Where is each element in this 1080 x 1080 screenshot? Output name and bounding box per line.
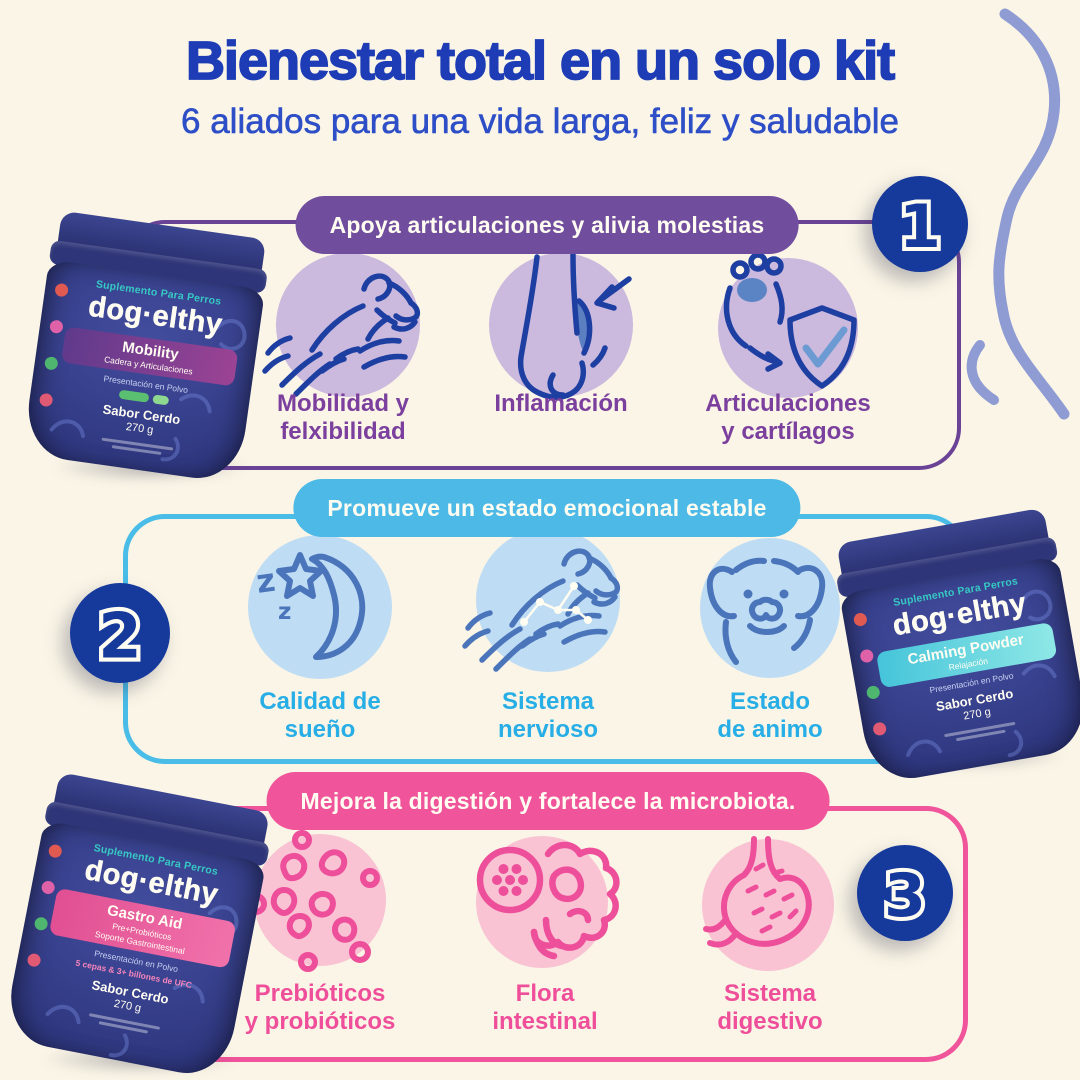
jar-body: Suplemento Para Perros dog·elthy Mobilit… xyxy=(21,259,266,484)
product-jar-gastro-aid: Suplemento Para Perros dog·elthy Gastro … xyxy=(2,771,276,1080)
section-3-number: 3 xyxy=(884,861,926,931)
label-line: felxibilidad xyxy=(280,418,406,446)
product-weight: 270 g xyxy=(125,420,155,437)
section-3-header-pill: Mejora la digestión y fortalece la micro… xyxy=(266,772,830,830)
jar-body: Suplemento Para Perros dog·elthy Gastro … xyxy=(2,820,267,1080)
item-label-mobility-flexibility: Mobilidad y felxibilidad xyxy=(223,390,463,446)
item-label-prebiotics-probiotics: Prebióticos y probióticos xyxy=(200,980,440,1036)
section-1-number-badge: 1 xyxy=(872,176,968,272)
section-2-header-text: Promueve un estado emocional estable xyxy=(327,494,767,521)
svg-text:z: z xyxy=(254,561,278,601)
label-line: intestinal xyxy=(492,1008,598,1036)
item-label-mood: Estado de animo xyxy=(650,688,890,744)
product-jar-mobility: Suplemento Para Perros dog·elthy Mobilit… xyxy=(21,210,272,484)
jumping-dog-icon xyxy=(260,253,430,397)
section-1-number: 1 xyxy=(899,192,941,262)
item-label-sleep-quality: Calidad de sueño xyxy=(200,688,440,744)
label-line: Mobilidad y xyxy=(277,390,409,417)
page-title: Bienestar total en un solo kit xyxy=(185,30,896,92)
label-line: Prebióticos xyxy=(254,980,386,1007)
section-1-header-text: Apoya articulaciones y alivia molestias xyxy=(329,211,765,238)
jar-doodle-icon xyxy=(906,589,1057,758)
microbes-icon xyxy=(245,830,386,972)
section-1-header-pill: Apoya articulaciones y alivia molestias xyxy=(295,196,799,254)
label-line: Articulaciones xyxy=(705,390,871,417)
label-line: de animo xyxy=(717,716,823,744)
paw-shield-check-icon xyxy=(718,252,858,398)
label-line: nervioso xyxy=(497,716,599,744)
dog-constellation-icon xyxy=(460,528,630,672)
item-label-intestinal-flora: Flora intestinal xyxy=(425,980,665,1036)
section-3-number-badge: 3 xyxy=(857,845,953,941)
item-label-joints-cartilage: Articulaciones y cartílagos xyxy=(668,390,908,446)
label-line: Calidad de xyxy=(259,688,381,715)
fine-print xyxy=(100,435,174,460)
item-label-nervous-system: Sistema nervioso xyxy=(428,688,668,744)
section-2-header-pill: Promueve un estado emocional estable xyxy=(293,479,801,537)
label-line: Inflamación xyxy=(494,390,628,417)
section-2-number: 2 xyxy=(98,600,141,673)
svg-text:z: z xyxy=(278,599,291,625)
certification-marks xyxy=(118,389,170,406)
inflamed-paw-icon xyxy=(489,252,633,400)
label-line: digestivo xyxy=(717,1008,823,1036)
section-2-number-badge: 2 xyxy=(70,583,170,683)
stomach-icon xyxy=(702,836,834,971)
item-label-digestive-system: Sistema digestivo xyxy=(650,980,890,1036)
label-line: Sistema xyxy=(501,688,595,715)
jar-body: Suplemento Para Perros dog·elthy Calming… xyxy=(839,555,1080,786)
fine-print xyxy=(944,719,1018,746)
fine-print xyxy=(87,1010,161,1038)
label-line: Estado xyxy=(729,688,810,715)
section-3-header-text: Mejora la digestión y fortalece la micro… xyxy=(300,787,796,814)
dog-face-icon xyxy=(700,538,840,678)
label-line: Sistema xyxy=(723,980,817,1007)
label-line: sueño xyxy=(284,716,356,744)
page-subtitle: 6 aliados para una vida larga, feliz y s… xyxy=(181,102,900,142)
item-label-inflammation: Inflamación xyxy=(441,390,681,418)
moon-star-sleep-icon: z z xyxy=(248,535,392,679)
product-jar-calming-powder: Suplemento Para Perros dog·elthy Calming… xyxy=(831,507,1080,786)
label-line: Flora xyxy=(515,980,575,1007)
label-line: y cartílagos xyxy=(721,418,855,446)
label-line: y probióticos xyxy=(244,1008,396,1036)
intestine-magnifier-icon xyxy=(476,836,620,968)
